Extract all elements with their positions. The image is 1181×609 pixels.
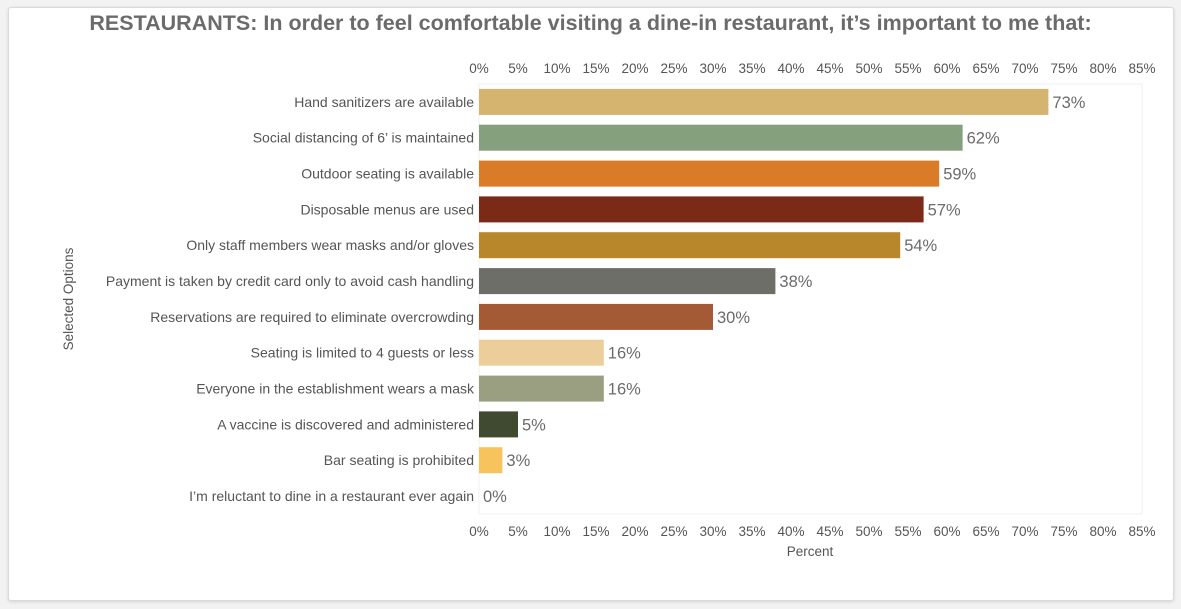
x-tick-label-bottom: 55% xyxy=(894,524,921,539)
category-label: Reservations are required to eliminate o… xyxy=(150,309,474,325)
x-tick-label-top: 40% xyxy=(777,61,804,76)
category-label: A vaccine is discovered and administered xyxy=(217,416,474,432)
x-tick-label-bottom: 65% xyxy=(972,524,999,539)
bar xyxy=(479,375,604,402)
data-label: 16% xyxy=(608,345,641,363)
x-tick-label-bottom: 25% xyxy=(660,524,687,539)
x-tick-label-bottom: 50% xyxy=(855,524,882,539)
x-axis-label: Percent xyxy=(787,544,834,559)
x-tick-label-bottom: 35% xyxy=(738,524,765,539)
data-label: 73% xyxy=(1052,94,1085,112)
x-tick-label-bottom: 60% xyxy=(933,524,960,539)
category-label: Only staff members wear masks and/or glo… xyxy=(186,237,474,253)
category-label: I’m reluctant to dine in a restaurant ev… xyxy=(189,488,474,504)
data-label: 30% xyxy=(717,309,750,327)
x-tick-label-top: 30% xyxy=(699,61,726,76)
x-tick-label-bottom: 10% xyxy=(543,524,570,539)
bar xyxy=(479,303,713,330)
data-label: 38% xyxy=(779,273,812,291)
x-tick-label-top: 45% xyxy=(816,61,843,76)
category-label: Social distancing of 6’ is maintained xyxy=(253,130,474,146)
x-tick-label-top: 10% xyxy=(543,61,570,76)
chart-title: RESTAURANTS: In order to feel comfortabl… xyxy=(89,11,1092,35)
category-label: Disposable menus are used xyxy=(300,201,474,217)
x-tick-label-top: 15% xyxy=(582,61,609,76)
bar xyxy=(479,447,503,474)
x-tick-label-bottom: 70% xyxy=(1011,524,1038,539)
x-tick-label-bottom: 75% xyxy=(1050,524,1077,539)
bar xyxy=(479,268,776,295)
x-tick-label-bottom: 0% xyxy=(469,524,489,539)
data-label: 54% xyxy=(904,237,937,255)
y-axis-label: Selected Options xyxy=(61,247,76,350)
category-label: Outdoor seating is available xyxy=(301,166,474,182)
plot-area xyxy=(478,83,1143,515)
x-tick-label-top: 55% xyxy=(894,61,921,76)
data-label: 59% xyxy=(943,166,976,184)
x-tick-label-top: 65% xyxy=(972,61,999,76)
x-tick-label-bottom: 45% xyxy=(816,524,843,539)
data-label: 3% xyxy=(506,452,530,470)
x-tick-label-bottom: 80% xyxy=(1089,524,1116,539)
data-label: 0% xyxy=(483,488,507,506)
x-tick-label-bottom: 30% xyxy=(699,524,726,539)
x-tick-label-top: 0% xyxy=(469,61,489,76)
bar xyxy=(479,160,940,187)
data-label: 16% xyxy=(608,381,641,399)
x-tick-label-top: 75% xyxy=(1050,61,1077,76)
x-tick-label-top: 50% xyxy=(855,61,882,76)
category-label: Payment is taken by credit card only to … xyxy=(106,273,474,289)
x-tick-label-bottom: 85% xyxy=(1128,524,1155,539)
x-tick-label-bottom: 15% xyxy=(582,524,609,539)
x-tick-label-bottom: 20% xyxy=(621,524,648,539)
bar xyxy=(479,411,518,438)
category-label: Seating is limited to 4 guests or less xyxy=(251,345,474,361)
category-label: Hand sanitizers are available xyxy=(294,94,474,110)
x-tick-label-bottom: 5% xyxy=(508,524,528,539)
bar xyxy=(479,339,604,366)
bar xyxy=(479,124,963,151)
x-tick-label-top: 60% xyxy=(933,61,960,76)
bar xyxy=(479,196,924,223)
x-tick-label-top: 85% xyxy=(1128,61,1155,76)
x-tick-label-top: 35% xyxy=(738,61,765,76)
bar xyxy=(479,88,1049,115)
category-label: Bar seating is prohibited xyxy=(324,452,474,468)
x-tick-label-top: 20% xyxy=(621,61,648,76)
data-label: 5% xyxy=(522,416,546,434)
bar xyxy=(479,232,901,259)
x-tick-label-bottom: 40% xyxy=(777,524,804,539)
data-label: 57% xyxy=(928,201,961,219)
x-tick-label-top: 25% xyxy=(660,61,687,76)
x-tick-label-top: 80% xyxy=(1089,61,1116,76)
x-tick-label-top: 5% xyxy=(508,61,528,76)
x-tick-label-top: 70% xyxy=(1011,61,1038,76)
category-label: Everyone in the establishment wears a ma… xyxy=(196,381,475,397)
data-label: 62% xyxy=(967,130,1000,148)
